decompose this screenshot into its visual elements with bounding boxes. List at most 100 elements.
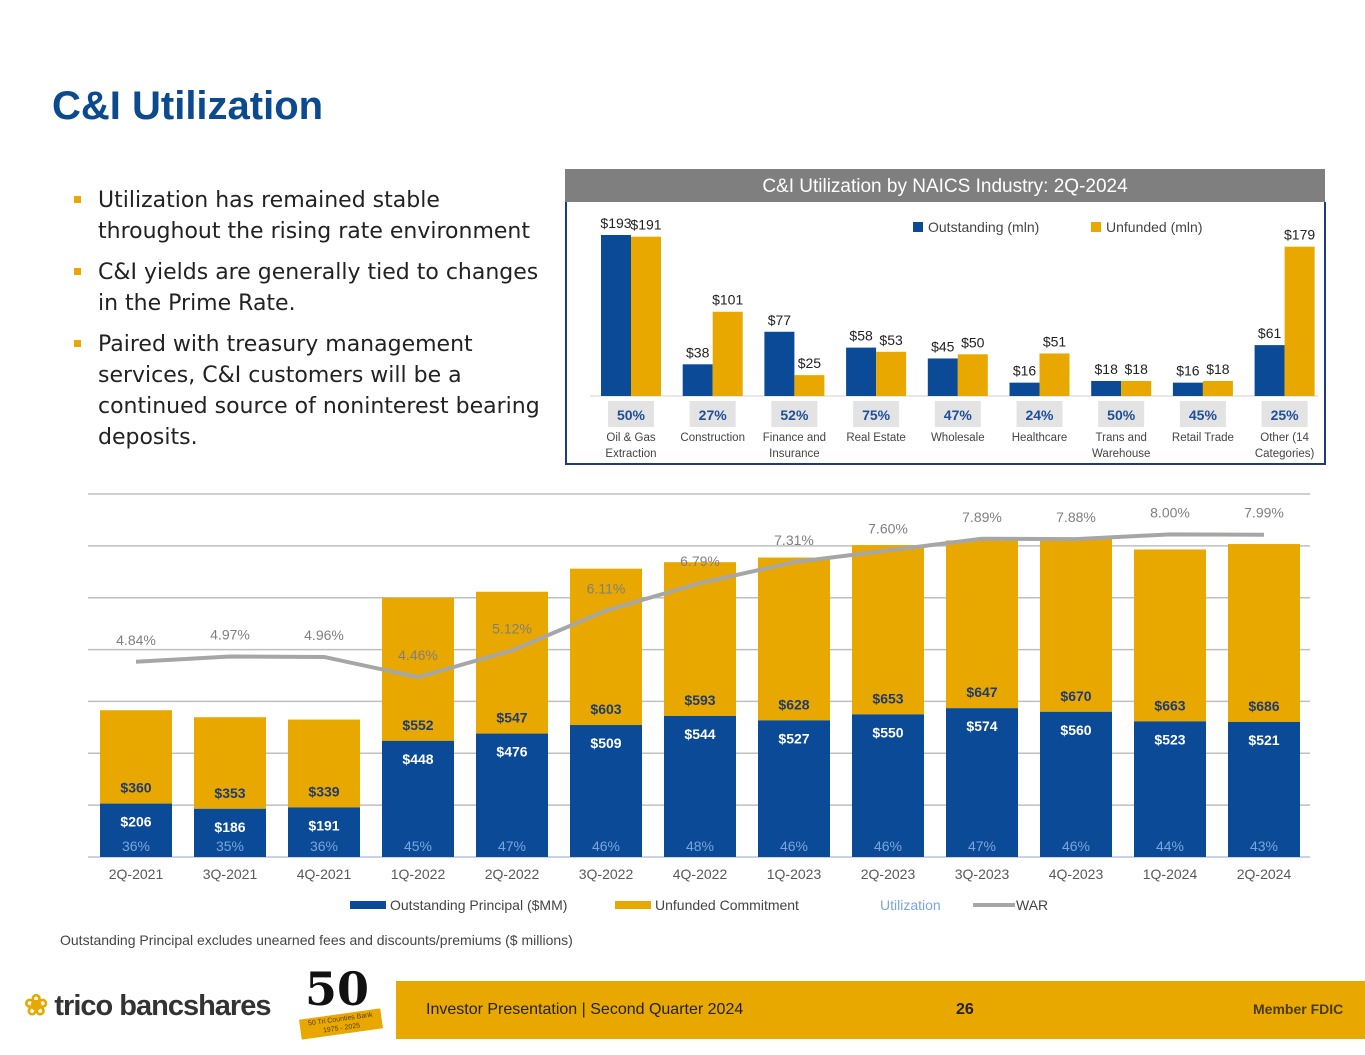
- unfunded-bar: [1039, 353, 1070, 396]
- x-tick-label: 3Q-2022: [579, 866, 634, 882]
- bullet-square-icon: [74, 268, 81, 275]
- utilization-box: [608, 401, 654, 427]
- utilization-box: [1098, 401, 1145, 427]
- unfunded-label: $101: [712, 292, 743, 308]
- outstanding-bar: [846, 347, 877, 396]
- utilization-box: [1016, 401, 1063, 427]
- outstanding-bar: [852, 714, 924, 857]
- x-tick-label: 2Q-2022: [485, 866, 540, 882]
- outstanding-label: $45: [931, 338, 955, 354]
- utilization-label: 47%: [498, 838, 526, 854]
- unfunded-label: $50: [961, 334, 985, 350]
- category-label: Warehouse: [1092, 448, 1150, 460]
- unfunded-label: $191: [630, 217, 661, 233]
- outstanding-label: $16: [1176, 363, 1200, 379]
- unfunded-bar: [664, 562, 736, 716]
- category-label: Retail Trade: [1172, 432, 1234, 444]
- legend-outstanding: Outstanding (mln): [928, 219, 1039, 235]
- page-title: C&I Utilization: [52, 84, 324, 128]
- outstanding-label: $191: [308, 817, 339, 833]
- utilization-label: 43%: [1250, 838, 1278, 854]
- outstanding-label: $448: [402, 751, 433, 767]
- unfunded-bar: [1202, 380, 1233, 396]
- unfunded-label: $25: [798, 355, 822, 371]
- outstanding-bar: [946, 708, 1018, 857]
- bullet-text: C&I yields are generally tied to changes…: [98, 260, 539, 316]
- outstanding-label: $58: [849, 328, 873, 344]
- utilization-label: 45%: [404, 838, 432, 854]
- utilization-box: [853, 401, 900, 427]
- outstanding-label: $574: [966, 718, 997, 734]
- presentation-label: Investor Presentation | Second Quarter 2…: [426, 1001, 744, 1018]
- unfunded-label: $647: [966, 684, 997, 700]
- unfunded-bar: [570, 568, 642, 726]
- outstanding-bar: [288, 807, 360, 857]
- bullet-item: C&I yields are generally tied to changes…: [58, 257, 550, 319]
- utilization-label: 36%: [122, 838, 150, 854]
- x-tick-label: 1Q-2024: [1143, 866, 1198, 882]
- unfunded-bar: [852, 545, 924, 715]
- war-label: 7.88%: [1056, 509, 1096, 525]
- category-label: Wholesale: [931, 432, 985, 444]
- bullet-text: Paired with treasury management services…: [98, 332, 540, 450]
- trico-logo: ❀ trico bancshares: [24, 988, 271, 1023]
- war-label: 7.31%: [774, 532, 814, 548]
- legend-unfunded: Unfunded Commitment: [655, 897, 799, 913]
- unfunded-label: $353: [214, 785, 245, 801]
- utilization-label: 44%: [1156, 838, 1184, 854]
- unfunded-bar: [288, 719, 360, 808]
- unfunded-label: $547: [496, 710, 527, 726]
- unfunded-label: $603: [590, 701, 621, 717]
- outstanding-label: $77: [768, 312, 792, 328]
- category-label: Categories): [1255, 448, 1315, 460]
- war-label: 8.00%: [1150, 504, 1190, 520]
- unfunded-bar: [957, 354, 988, 396]
- war-line: [135, 532, 1265, 680]
- utilization-box: [689, 401, 736, 427]
- war-label: 5.12%: [492, 620, 532, 636]
- x-tick-label: 1Q-2023: [767, 866, 822, 882]
- utilization-box: [1179, 401, 1226, 427]
- legend-unfunded-swatch: [615, 901, 651, 909]
- category-label: Extraction: [605, 448, 656, 460]
- legend-outstanding-swatch: [350, 901, 386, 909]
- category-label: Finance and: [763, 432, 826, 444]
- legend-outstanding-swatch: [913, 222, 923, 232]
- unfunded-label: $686: [1248, 698, 1279, 714]
- utilization-label: 47%: [944, 407, 973, 423]
- outstanding-bar: [1009, 382, 1040, 396]
- utilization-label: 24%: [1025, 407, 1054, 423]
- unfunded-label: $552: [402, 717, 433, 733]
- page-number: 26: [956, 1001, 974, 1018]
- legend-unfunded-swatch: [1091, 222, 1101, 232]
- outstanding-label: $527: [778, 730, 809, 746]
- outstanding-label: $550: [872, 724, 903, 740]
- war-label: 4.97%: [210, 627, 250, 643]
- war-label: 7.60%: [868, 520, 908, 536]
- outstanding-bar: [927, 358, 958, 396]
- outstanding-bar: [1228, 721, 1300, 857]
- utilization-label: 46%: [1062, 838, 1090, 854]
- unfunded-bar: [758, 557, 830, 721]
- category-label: Construction: [680, 432, 745, 444]
- x-tick-label: 3Q-2023: [955, 866, 1010, 882]
- unfunded-bar: [876, 351, 907, 396]
- x-tick-label: 2Q-2024: [1237, 866, 1292, 882]
- utilization-label: 36%: [310, 838, 338, 854]
- bullet-square-icon: [74, 196, 81, 203]
- bullet-list: Utilization has remained stable througho…: [58, 185, 550, 463]
- outstanding-bar: [664, 715, 736, 857]
- utilization-label: 75%: [862, 407, 891, 423]
- unfunded-bar: [194, 717, 266, 809]
- outstanding-label: $16: [1013, 363, 1037, 379]
- outstanding-bar: [570, 725, 642, 857]
- outstanding-bar: [194, 808, 266, 857]
- unfunded-label: $653: [872, 690, 903, 706]
- outstanding-bar: [1091, 380, 1122, 396]
- outstanding-bar: [476, 733, 548, 857]
- outstanding-bar: [1134, 721, 1206, 857]
- utilization-label: 46%: [780, 838, 808, 854]
- x-tick-label: 4Q-2021: [297, 866, 352, 882]
- utilization-label: 25%: [1271, 407, 1300, 423]
